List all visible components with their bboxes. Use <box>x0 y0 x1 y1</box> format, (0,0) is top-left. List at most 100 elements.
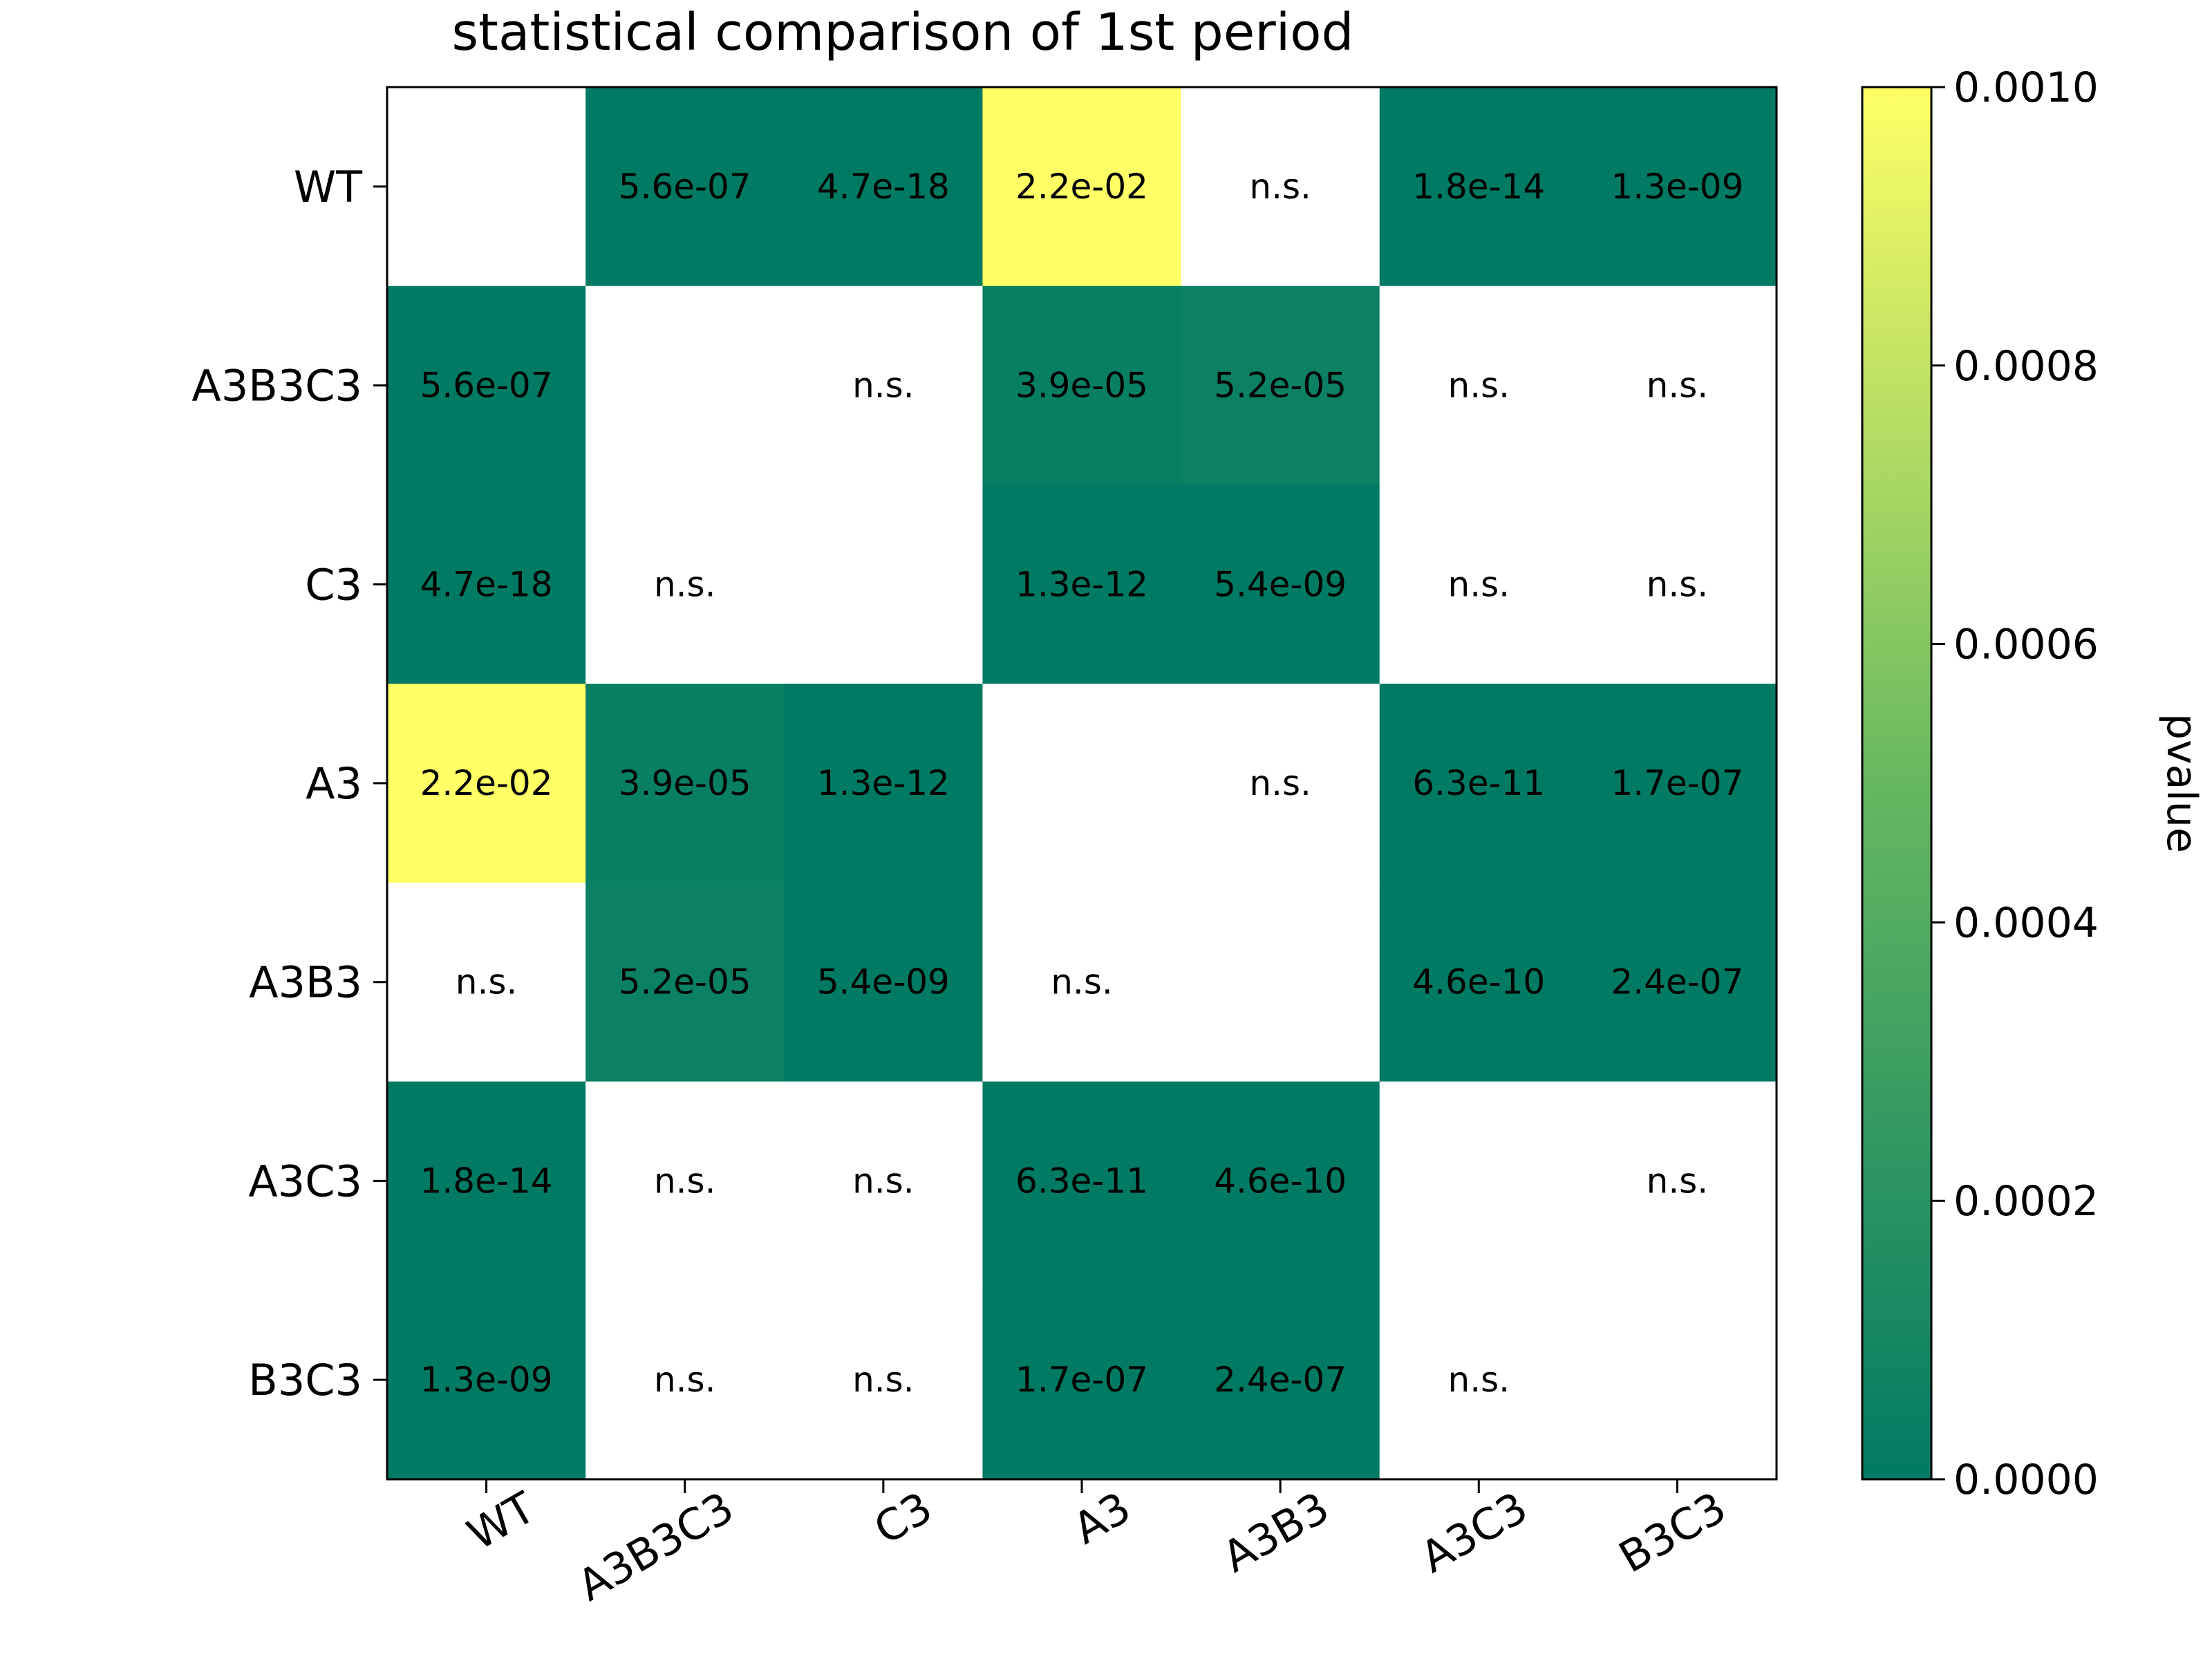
y-tick-label: A3B3 <box>249 957 362 1008</box>
heatmap-cell <box>387 684 586 883</box>
cell-label: 1.3e-09 <box>1611 167 1743 207</box>
colorbar-tick-label: 0.0006 <box>1953 621 2099 669</box>
heatmap-cells: 5.6e-07 4.7e-18 2.2e-02 n.s. 1.8e-14 1.3e-09 5… <box>387 87 1777 1480</box>
heatmap-cell <box>1181 485 1380 684</box>
heatmap-cell <box>1379 285 1579 486</box>
cell-label: 5.4e-09 <box>817 962 950 1002</box>
y-tick-label: B3C3 <box>248 1355 362 1405</box>
cell-label: n.s. <box>1647 366 1709 406</box>
heatmap-cell <box>387 1081 586 1281</box>
cell-label: 6.3e-11 <box>1015 1161 1148 1201</box>
cell-label: n.s. <box>1249 763 1311 803</box>
heatmap-cell <box>1379 684 1579 883</box>
cell-label: 1.3e-12 <box>1015 564 1148 604</box>
cell-label: 1.3e-09 <box>420 1360 553 1400</box>
cell-label: 5.2e-05 <box>1214 366 1347 406</box>
cell-label: 4.7e-18 <box>420 564 553 604</box>
heatmap-cell <box>1577 87 1777 287</box>
heatmap-cell <box>585 485 785 684</box>
cell-label: 4.7e-18 <box>817 167 950 207</box>
heatmap-cell <box>982 87 1182 287</box>
colorbar: 0.0000 0.0002 0.0004 0.0006 0.0008 0.0010 <box>1861 64 2099 1504</box>
heatmap-cell <box>1181 285 1380 486</box>
cell-label: 2.2e-02 <box>420 763 553 803</box>
cell-label: 5.6e-07 <box>420 366 553 406</box>
cell-label: 2.4e-07 <box>1611 962 1743 1002</box>
heatmap-cell <box>1379 882 1579 1082</box>
heatmap-cell <box>585 1280 785 1480</box>
y-tick-label: A3 <box>306 758 362 809</box>
heatmap-cell <box>784 882 984 1082</box>
cell-label: 3.9e-05 <box>619 763 751 803</box>
colorbar-tick-label: 0.0008 <box>1953 342 2099 391</box>
cell-label: n.s. <box>1051 962 1113 1002</box>
heatmap-cell <box>585 684 785 883</box>
x-tick-label: A3B3C3 <box>569 1482 742 1611</box>
cell-label: 4.6e-10 <box>1214 1161 1347 1201</box>
heatmap-cell <box>1181 1280 1380 1480</box>
heatmap-cell <box>784 285 984 486</box>
heatmap-cell <box>1181 882 1380 1082</box>
heatmap-cell <box>982 285 1182 486</box>
y-tick-label: C3 <box>305 559 362 610</box>
cell-label: n.s. <box>1647 564 1709 604</box>
heatmap-cell <box>784 1081 984 1281</box>
heatmap-cell <box>784 1280 984 1480</box>
x-tick-label: WT <box>459 1481 544 1559</box>
cell-label: n.s. <box>654 1360 716 1400</box>
heatmap-cell <box>784 87 984 287</box>
colorbar-tick-label: 0.0002 <box>1953 1177 2099 1226</box>
x-tick-label: C3 <box>865 1482 940 1555</box>
heatmap-cell <box>1577 1280 1777 1480</box>
cell-label: n.s. <box>1647 1161 1709 1201</box>
cell-label: 5.4e-09 <box>1214 564 1347 604</box>
y-tick-label: WT <box>294 162 363 212</box>
cell-label: n.s. <box>1249 167 1311 207</box>
colorbar-gradient <box>1861 86 1933 1481</box>
cell-label: 2.2e-02 <box>1015 167 1148 207</box>
heatmap-cell <box>387 285 586 486</box>
heatmap-cell <box>1577 684 1777 883</box>
cell-label: n.s. <box>654 564 716 604</box>
y-tick-label: A3C3 <box>248 1156 362 1206</box>
heatmap-cell <box>1379 1280 1579 1480</box>
heatmap-cell <box>982 1081 1182 1281</box>
heatmap-cell <box>585 285 785 486</box>
heatmap-cell <box>1379 485 1579 684</box>
x-axis: WT A3B3C3 C3 A3 A3B3 A3C3 B3C3 <box>459 1479 1734 1611</box>
cell-label: n.s. <box>1448 564 1510 604</box>
colorbar-tick-label: 0.0010 <box>1953 64 2099 112</box>
colorbar-tick-label: 0.0000 <box>1953 1456 2099 1504</box>
heatmap-cell <box>784 485 984 684</box>
heatmap-cell <box>1379 87 1579 287</box>
cell-label: 1.8e-14 <box>420 1161 553 1201</box>
x-tick-label: A3C3 <box>1412 1482 1536 1583</box>
heatmap-cell <box>387 1280 586 1480</box>
cell-label: n.s. <box>456 962 518 1002</box>
heatmap-cell <box>585 882 785 1082</box>
heatmap-cell <box>1577 882 1777 1082</box>
heatmap-cell <box>1577 1081 1777 1281</box>
cell-label: n.s. <box>654 1161 716 1201</box>
heatmap-cell <box>1577 285 1777 486</box>
cell-label: 6.3e-11 <box>1412 763 1545 803</box>
heatmap-cell <box>982 882 1182 1082</box>
heatmap-cell <box>1181 1081 1380 1281</box>
cell-label: 5.2e-05 <box>619 962 751 1002</box>
heatmap-cell <box>585 87 785 287</box>
heatmap-cell <box>1379 1081 1579 1281</box>
y-tick-label: A3B3C3 <box>191 361 362 411</box>
cell-label: n.s. <box>852 1161 915 1201</box>
cell-label: 4.6e-10 <box>1412 962 1545 1002</box>
chart-title: statistical comparison of 1st period <box>451 3 1353 62</box>
heatmap-cell <box>982 1280 1182 1480</box>
heatmap-cell <box>387 882 586 1082</box>
heatmap-cell <box>1181 684 1380 883</box>
cell-label: 5.6e-07 <box>619 167 751 207</box>
cell-label: 2.4e-07 <box>1214 1360 1347 1400</box>
x-tick-label: A3B3 <box>1214 1482 1337 1582</box>
cell-label: 1.3e-12 <box>817 763 950 803</box>
x-tick-label: A3 <box>1065 1482 1138 1554</box>
cell-label: n.s. <box>852 366 915 406</box>
